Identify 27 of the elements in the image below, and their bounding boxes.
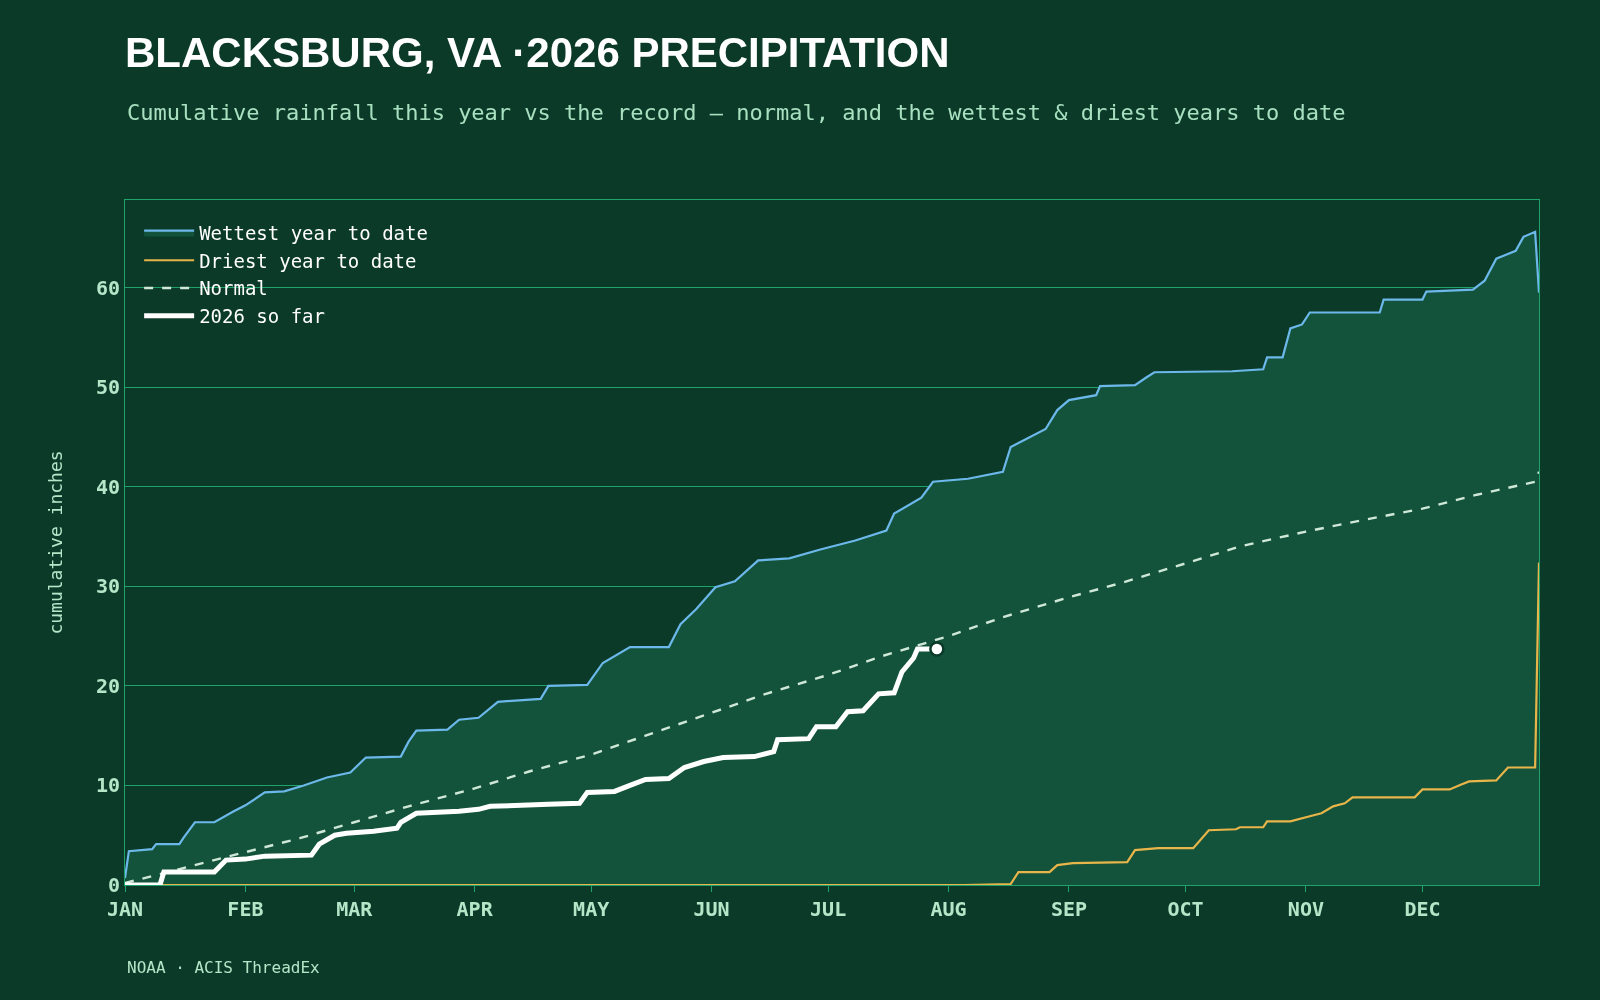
y-tick-label: 40 [95, 474, 120, 499]
y-tick-label: 50 [95, 375, 120, 400]
x-tick-label: SEP [1050, 897, 1088, 921]
y-tick-label: 0 [107, 873, 120, 897]
legend-label: 2026 so far [199, 305, 325, 328]
chart-subtitle: Cumulative rainfall this year vs the record — normal, and the wettest & driest years to date [127, 100, 1346, 125]
x-tick-label: AUG [930, 897, 967, 921]
y-tick-label: 20 [95, 673, 120, 698]
x-tick-label: DEC [1404, 897, 1441, 921]
text: NOAA · ACIS ThreadEx [127, 958, 321, 977]
y-tick-label: 60 [95, 275, 120, 300]
x-tick-label: JAN [106, 897, 144, 921]
x-tick-label: MAY [573, 897, 610, 921]
x-tick-label: NOV [1287, 897, 1324, 921]
legend-label: Wettest year to date [199, 221, 428, 244]
x-tick-label: JUN [693, 897, 730, 921]
chart-title: BLACKSBURG, VA ·2026 PRECIPITATION [125, 29, 950, 77]
x-tick-label: MAR [336, 897, 374, 921]
x-tick-label: JUL [810, 897, 847, 921]
x-tick-label: OCT [1167, 897, 1204, 921]
legend-label: Normal [199, 277, 268, 300]
y-tick-label: 30 [95, 574, 120, 599]
x-tick-label: FEB [227, 897, 264, 921]
x-tick-label: APR [456, 897, 494, 921]
y-tick-label: 10 [95, 773, 120, 798]
legend-label: Driest year to date [199, 249, 417, 272]
y-axis-title: cumulative inches [45, 450, 67, 635]
